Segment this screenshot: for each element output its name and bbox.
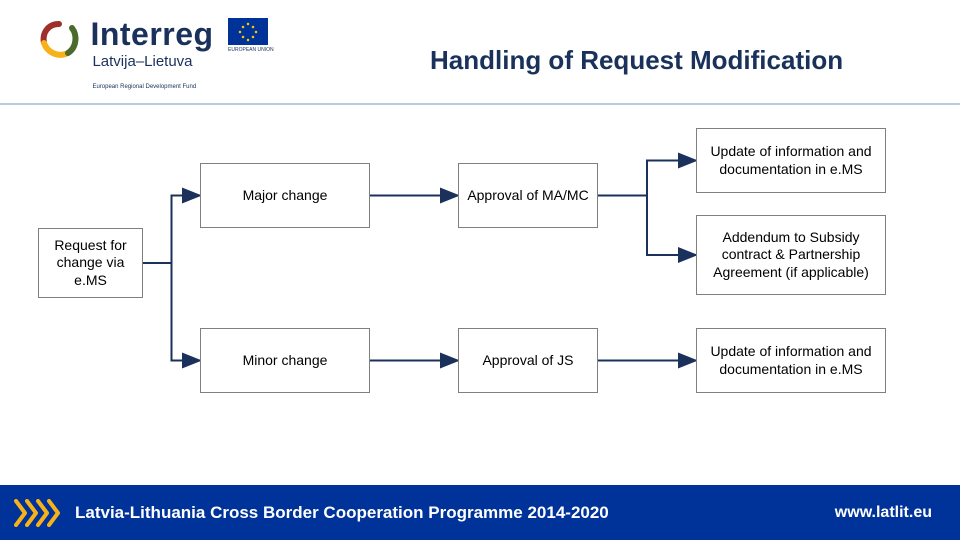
flowchart-edge [143,196,200,264]
logo: Interreg Latvija–Lietuva European Region… [38,18,338,90]
flowchart-node-minor: Minor change [200,328,370,393]
logo-tiny: European Regional Development Fund [92,84,213,90]
eu-label: EUROPEAN UNION [228,47,274,53]
flowchart-node-appr_ma: Approval of MA/MC [458,163,598,228]
flowchart-edge [598,196,696,256]
flowchart-node-major: Major change [200,163,370,228]
flowchart: Request for change via e.MS Major change M… [0,105,960,485]
page-title: Handling of Request Modification [430,45,843,76]
eu-flag-icon: EUROPEAN UNION [228,18,268,45]
footer-programme: Latvia-Lithuania Cross Border Cooperatio… [75,503,835,523]
flowchart-edge [598,161,696,196]
logo-sub: Latvija–Lietuva [92,53,213,70]
chevrons-icon [14,499,61,527]
flowchart-node-update1: Update of information and documentation … [696,128,886,193]
header: Interreg Latvija–Lietuva European Region… [0,0,960,105]
footer: Latvia-Lithuania Cross Border Cooperatio… [0,485,960,540]
logo-main: Interreg [90,18,213,50]
swirl-icon [38,18,80,65]
flowchart-edge [143,263,200,361]
flowchart-node-request: Request for change via e.MS [38,228,143,298]
flowchart-node-addendum: Addendum to Subsidy contract & Partnersh… [696,215,886,295]
flowchart-node-appr_js: Approval of JS [458,328,598,393]
flowchart-node-update2: Update of information and documentation … [696,328,886,393]
footer-url: www.latlit.eu [835,504,932,522]
